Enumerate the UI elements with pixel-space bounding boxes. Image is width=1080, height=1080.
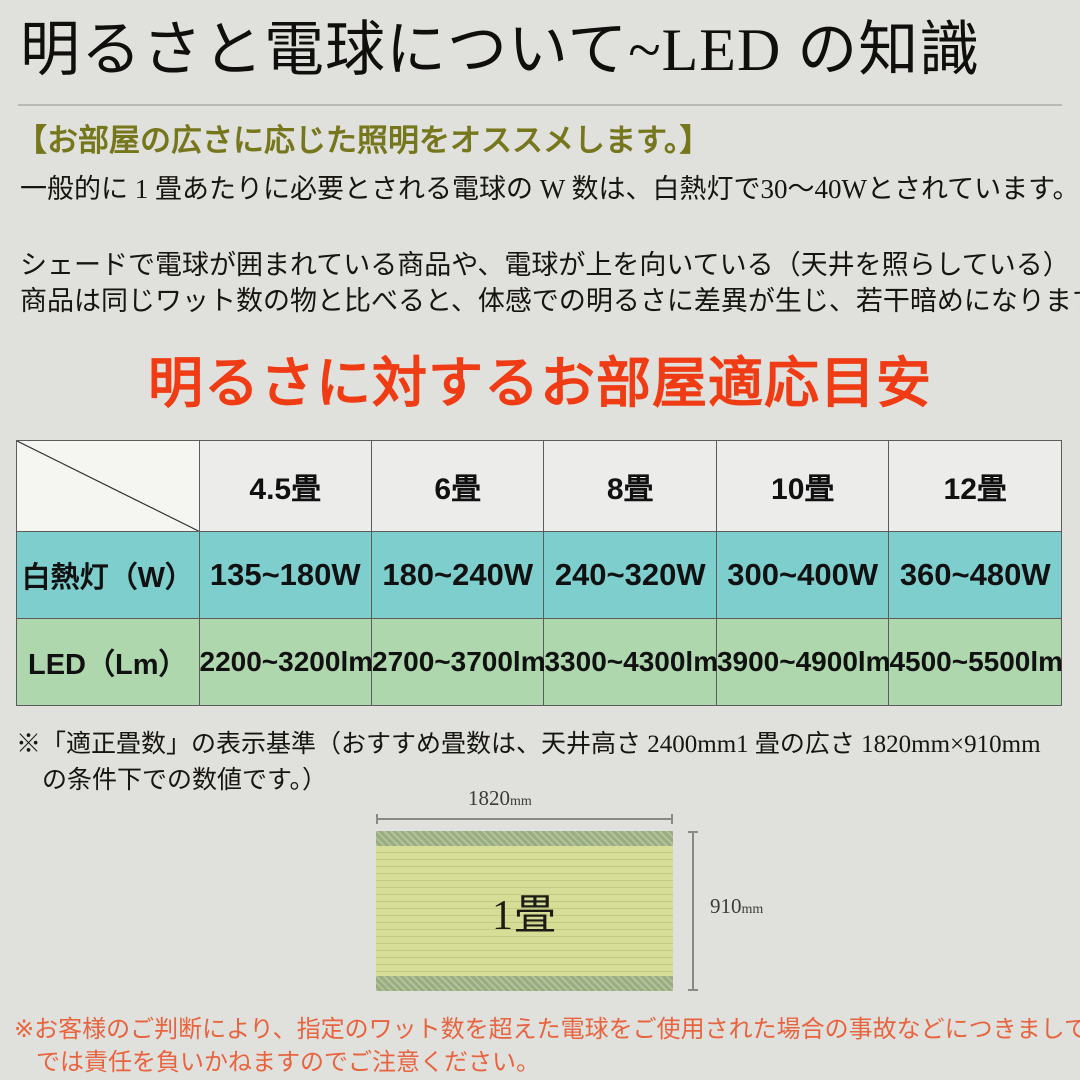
room-brightness-table: 4.5畳 6畳 8畳 10畳 12畳 白熱灯（W） 135~180W 180~2… (16, 440, 1063, 706)
intro-paragraph-line-2: シェードで電球が囲まれている商品や、電球が上を向いている（天井を照らしている） (20, 250, 1070, 280)
table-cell: 2200~3200lm (198, 618, 373, 706)
table-header-cell: 12畳 (888, 440, 1062, 532)
dimension-width-value: 1820 (468, 786, 510, 810)
table-cell: 3900~4900lm (715, 618, 891, 706)
intro-subheading: 【お部屋の広さに応じた照明をオススメします。】 (16, 123, 711, 158)
dimension-height-label: 910mm (710, 894, 763, 919)
row-label-incandescent: 白熱灯（W） (16, 531, 200, 619)
intro-paragraph-line-1: 一般的に 1 畳あたりに必要とされる電球の W 数は、白熱灯で30～40Wとされ… (20, 174, 1080, 204)
disclaimer-line-2: では責任を負いかねますのでご注意ください。 (36, 1049, 540, 1076)
table-header-cell: 4.5畳 (198, 440, 373, 532)
table-corner-cell (16, 440, 200, 532)
title-divider (18, 104, 1062, 106)
table-header-row: 4.5畳 6畳 8畳 10畳 12畳 (16, 440, 1062, 532)
disclaimer-line-1: ※お客様のご判断により、指定のワット数を超えた電球をご使用された場合の事故などに… (14, 1016, 1080, 1043)
table-cell: 3300~4300lm (543, 618, 718, 706)
table-cell: 4500~5500lm (888, 618, 1063, 706)
tatami-edge-top (376, 831, 673, 846)
tatami-weave-texture (376, 831, 673, 991)
table-row: LED（Lm） 2200~3200lm 2700~3700lm 3300~430… (16, 618, 1063, 706)
footnote-line-1: ※「適正畳数」の表示基準（おすすめ畳数は、天井高さ 2400mm1 畳の広さ 1… (16, 731, 1041, 758)
table-row: 白熱灯（W） 135~180W 180~240W 240~320W 300~40… (16, 531, 1062, 619)
section-heading-room-guide: 明るさに対するお部屋適応目安 (147, 352, 932, 414)
table-header-cell: 10畳 (715, 440, 890, 532)
dimension-width-label: 1820mm (468, 786, 532, 811)
table-cell: 135~180W (198, 531, 373, 619)
tatami-size-diagram: 1820mm 1畳 910mm (340, 786, 763, 1001)
tatami-edge-bottom (376, 976, 673, 991)
dimension-height-unit: mm (741, 902, 764, 917)
intro-paragraph-line-3: 商品は同じワット数の物と比べると、体感での明るさに差異が生じ、若干暗めになります… (20, 286, 1080, 316)
diagonal-slash-icon (17, 441, 199, 531)
room-brightness-table-wrapper: 4.5畳 6畳 8畳 10畳 12畳 白熱灯（W） 135~180W 180~2… (16, 440, 1063, 706)
table-cell: 180~240W (370, 531, 545, 619)
dimension-width-line (376, 814, 673, 824)
dimension-width-unit: mm (510, 794, 532, 809)
row-label-led: LED（Lm） (16, 618, 200, 706)
table-cell: 2700~3700lm (370, 618, 546, 706)
page-title: 明るさと電球について~LED の知識 (20, 17, 981, 83)
dimension-height-line (688, 831, 698, 991)
table-cell: 240~320W (543, 531, 717, 619)
table-header-cell: 8畳 (543, 440, 717, 532)
footnote-line-2: の条件下での数値です。） (42, 767, 328, 794)
tatami-mat: 1畳 (376, 831, 673, 991)
table-cell: 300~400W (715, 531, 890, 619)
table-cell: 360~480W (888, 531, 1062, 619)
tatami-area-label: 1畳 (491, 892, 557, 939)
table-header-cell: 6畳 (370, 440, 545, 532)
dimension-height-value: 910 (710, 894, 742, 918)
